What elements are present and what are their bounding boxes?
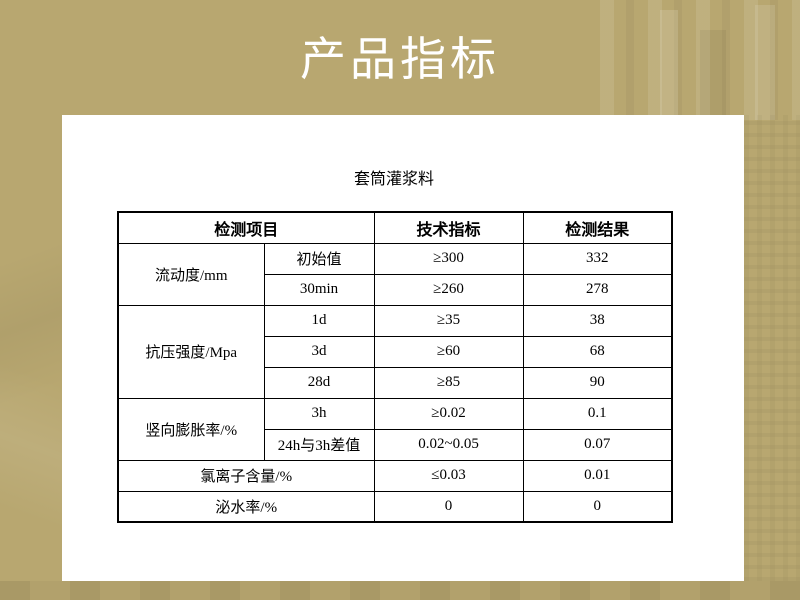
result-cell: 332 <box>522 242 673 275</box>
table-row: 抗压强度/Mpa 1d ≥35 38 <box>117 304 673 399</box>
content-card: 套筒灌浆料 检测项目 技术指标 检测结果 流动度/mm 初始值 ≥300 <box>62 115 744 581</box>
spec-cell: ≥60 <box>373 335 524 368</box>
spec-cell: ≥35 <box>373 304 524 337</box>
spec-cell: ≥260 <box>373 273 524 306</box>
item-group-cell: 流动度/mm <box>117 242 265 306</box>
cityscape-bottom-strip <box>0 581 800 600</box>
sub-item-cell: 3h <box>263 397 375 430</box>
product-spec-table: 检测项目 技术指标 检测结果 流动度/mm 初始值 ≥300 332 30min… <box>117 211 674 523</box>
table-row: 28d ≥85 90 <box>118 366 673 399</box>
result-cell: 0 <box>522 490 673 523</box>
item-group-cell: 氯离子含量/% <box>117 459 375 492</box>
sub-item-cell: 28d <box>263 366 375 399</box>
spec-cell: 0 <box>373 490 524 523</box>
table-row: 泌水率/% 0 0 <box>117 490 673 523</box>
header-row: 检测项目 技术指标 检测结果 <box>117 211 673 244</box>
result-cell: 0.07 <box>522 428 673 461</box>
slide-title: 产品指标 <box>300 33 500 85</box>
result-cell: 38 <box>522 304 673 337</box>
table-row: 30min ≥260 278 <box>118 273 673 306</box>
table-title: 套筒灌浆料 <box>353 171 434 188</box>
spec-cell: ≥85 <box>373 366 524 399</box>
spec-cell: ≥0.02 <box>373 397 524 430</box>
result-cell: 90 <box>522 366 673 399</box>
result-cell: 68 <box>522 335 673 368</box>
result-cell: 278 <box>522 273 673 306</box>
sub-item-cell: 1d <box>263 304 375 337</box>
table-row: 氯离子含量/% ≤0.03 0.01 <box>117 459 673 492</box>
spec-cell: ≥300 <box>373 242 524 275</box>
item-group-cell: 抗压强度/Mpa <box>117 304 265 399</box>
spec-cell: ≤0.03 <box>373 459 524 492</box>
sub-item-cell: 30min <box>263 273 375 306</box>
header-cell-item: 检测项目 <box>117 211 375 244</box>
spec-cell: 0.02~0.05 <box>373 428 524 461</box>
table-row: 3d ≥60 68 <box>118 335 673 368</box>
result-cell: 0.01 <box>522 459 673 492</box>
header-cell-result: 检测结果 <box>522 211 673 244</box>
table-row: 竖向膨胀率/% 3h ≥0.02 0.1 <box>117 397 673 461</box>
item-group-cell: 泌水率/% <box>117 490 375 523</box>
sub-item-cell: 3d <box>263 335 375 368</box>
result-cell: 0.1 <box>522 397 673 430</box>
sub-item-cell: 初始值 <box>263 242 375 275</box>
header-cell-spec: 技术指标 <box>373 211 524 244</box>
table-row: 流动度/mm 初始值 ≥300 332 <box>117 242 673 306</box>
sub-item-cell: 24h与3h差值 <box>263 428 375 461</box>
item-group-cell: 竖向膨胀率/% <box>117 397 265 461</box>
cityscape-left-strip <box>0 115 62 581</box>
cityscape-right-strip <box>744 115 800 581</box>
